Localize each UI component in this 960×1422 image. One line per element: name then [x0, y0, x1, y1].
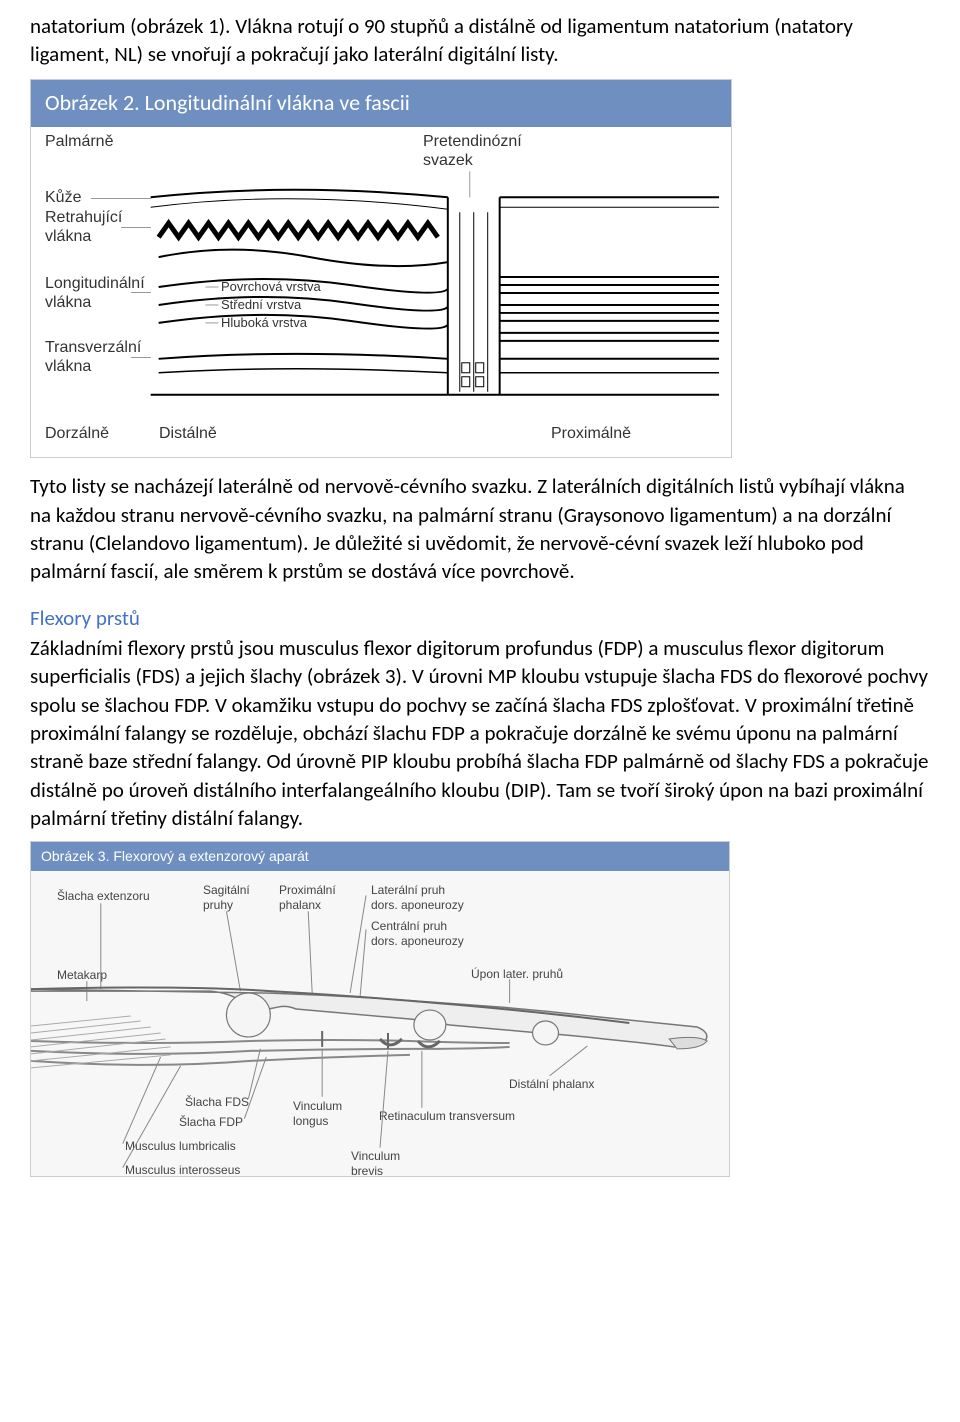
- figure-2-diagram: [31, 127, 731, 457]
- flexory-paragraph: Základními flexory prstů jsou musculus f…: [30, 634, 930, 832]
- mid-paragraph: Tyto listy se nacházejí laterálně od ner…: [30, 472, 930, 585]
- figure-3-diagram: [31, 871, 729, 1176]
- figure-3-body: Šlacha extenzoru Sagitální pruhy Proximá…: [31, 871, 729, 1176]
- figure-3: Obrázek 3. Flexorový a extenzorový apará…: [30, 841, 730, 1178]
- figure-2-title: Obrázek 2. Longitudinální vlákna ve fasc…: [31, 80, 731, 128]
- heading-flexory-prstu: Flexory prstů: [30, 604, 930, 632]
- figure-2-body: Palmárně Pretendinózní svazek Kůže Retra…: [31, 127, 731, 457]
- figure-2: Obrázek 2. Longitudinální vlákna ve fasc…: [30, 79, 732, 459]
- figure-3-title: Obrázek 3. Flexorový a extenzorový apará…: [31, 842, 729, 872]
- intro-paragraph: natatorium (obrázek 1). Vlákna rotují o …: [30, 12, 930, 69]
